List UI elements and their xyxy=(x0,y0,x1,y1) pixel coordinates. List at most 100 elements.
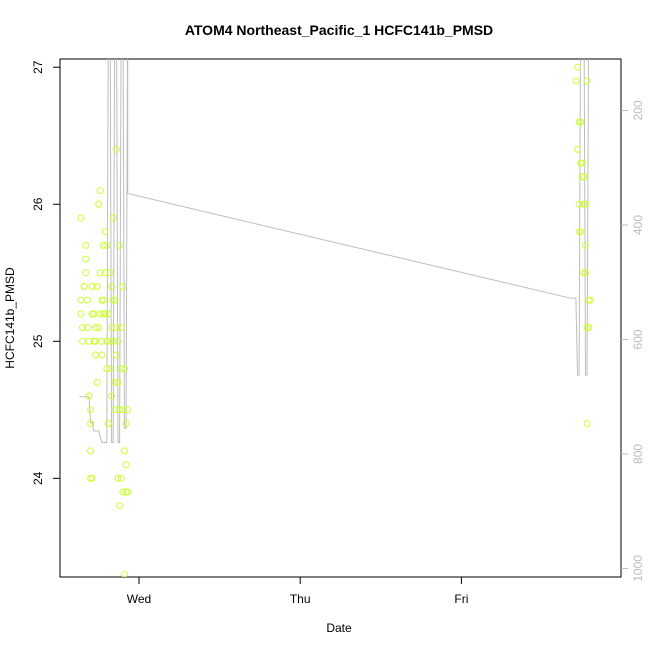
data-point xyxy=(100,241,107,249)
data-point xyxy=(114,378,122,386)
x-tick-label: Fri xyxy=(454,592,468,606)
data-point xyxy=(93,283,101,290)
data-point xyxy=(582,269,589,277)
data-point xyxy=(116,502,124,510)
x-axis: Wed Thu Fri xyxy=(127,577,468,606)
data-point xyxy=(582,241,589,249)
data-point xyxy=(582,200,589,208)
data-point xyxy=(111,378,119,386)
data-point xyxy=(117,474,125,482)
data-point xyxy=(574,63,581,71)
data-point xyxy=(106,365,114,373)
data-point xyxy=(117,324,125,332)
data-point xyxy=(101,269,109,277)
data-point xyxy=(79,324,87,332)
data-point xyxy=(122,420,130,427)
data-point xyxy=(116,406,124,414)
data-point xyxy=(77,310,85,318)
data-point xyxy=(83,296,91,304)
data-point xyxy=(96,310,104,318)
data-point xyxy=(85,392,93,400)
data-point xyxy=(112,351,120,359)
data-point xyxy=(586,296,594,304)
y-tick-label: 27 xyxy=(31,60,45,74)
x-tick-label: Wed xyxy=(127,592,151,606)
data-point xyxy=(106,269,114,277)
data-point xyxy=(92,324,99,332)
x-tick-label: Thu xyxy=(290,592,311,606)
data-point xyxy=(583,77,591,85)
data-point xyxy=(108,283,116,290)
data-point xyxy=(95,200,103,208)
data-point xyxy=(577,118,585,126)
data-point xyxy=(109,337,117,345)
data-point xyxy=(108,324,116,332)
data-point xyxy=(87,447,95,455)
plot-layer xyxy=(77,59,594,577)
data-point xyxy=(121,365,128,373)
data-point xyxy=(79,337,87,345)
data-point xyxy=(122,461,130,469)
data-point xyxy=(77,214,85,222)
y-axis-label: HCFC141b_PMSD xyxy=(3,267,17,369)
x-axis-label: Date xyxy=(326,621,352,635)
data-point xyxy=(96,187,104,195)
data-point xyxy=(101,310,109,318)
data-point xyxy=(82,269,90,277)
data-point xyxy=(574,145,581,153)
data-point xyxy=(119,406,127,414)
data-point xyxy=(112,145,120,153)
data-point xyxy=(87,406,95,414)
data-point xyxy=(88,474,96,482)
data-point xyxy=(577,228,585,236)
data-point xyxy=(116,241,124,249)
y-tick-label: 25 xyxy=(31,334,45,348)
data-point xyxy=(119,488,127,496)
data-point xyxy=(103,241,111,249)
data-point xyxy=(583,420,591,427)
data-point xyxy=(114,474,122,482)
data-point xyxy=(98,337,106,345)
data-point xyxy=(95,324,103,332)
data-point xyxy=(114,337,122,345)
chart-title: ATOM4 Northeast_Pacific_1 HCFC141b_PMSD xyxy=(185,22,493,38)
data-point xyxy=(82,255,90,263)
data-point xyxy=(121,570,128,577)
data-point xyxy=(585,324,593,332)
plot-frame xyxy=(59,58,622,578)
data-point xyxy=(124,406,132,414)
data-point xyxy=(100,296,107,304)
data-point xyxy=(580,173,588,181)
data-point xyxy=(104,420,112,427)
data-point xyxy=(101,228,109,236)
data-point xyxy=(93,378,101,386)
data-point xyxy=(109,214,117,222)
data-point xyxy=(108,392,116,400)
data-point xyxy=(98,351,106,359)
data-point xyxy=(82,241,90,249)
data-point xyxy=(124,488,132,496)
data-point xyxy=(572,77,580,85)
y-tick-label: 24 xyxy=(31,471,45,485)
y2-tick-label: 1000 xyxy=(631,555,645,582)
data-point xyxy=(104,310,112,318)
y2-tick-label: 400 xyxy=(631,215,645,235)
data-point xyxy=(96,269,104,277)
data-point xyxy=(80,283,88,290)
data-point xyxy=(578,159,586,167)
data-point xyxy=(87,420,95,427)
data-point xyxy=(117,365,125,373)
data-point xyxy=(112,324,120,332)
y-tick-label: 26 xyxy=(31,197,45,211)
data-point xyxy=(111,406,119,414)
y2-tick-label: 200 xyxy=(631,100,645,120)
data-point xyxy=(83,324,91,332)
data-point xyxy=(88,283,96,290)
y2-axis: 200 400 600 800 1000 xyxy=(621,100,645,582)
y-axis: 24 25 26 27 xyxy=(31,60,60,485)
data-point xyxy=(92,351,99,359)
data-point xyxy=(111,296,119,304)
y2-tick-label: 800 xyxy=(631,444,645,464)
data-point xyxy=(103,365,111,373)
